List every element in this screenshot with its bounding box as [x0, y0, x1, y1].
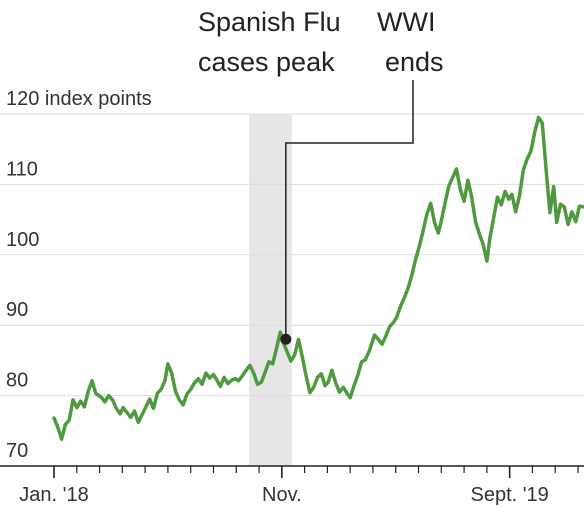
y-tick-label-110: 110	[6, 158, 38, 180]
index-series-line	[52, 115, 584, 441]
x-tick-label-1918-11: Nov.	[262, 484, 302, 506]
gridlines	[0, 113, 584, 397]
y-tick-label-100: 100	[6, 229, 39, 251]
flu-shaded-band	[249, 114, 292, 466]
wwi-annotation-line-2: ends	[385, 47, 444, 77]
flu-annotation-line-2: cases peak	[198, 47, 335, 77]
y-tick-label-70: 70	[6, 440, 28, 462]
wwi-end-marker	[280, 333, 292, 345]
x-axis-ticks	[53, 466, 579, 478]
x-tick-label-1918-01: Jan. '18	[19, 484, 88, 506]
y-tick-label-90: 90	[6, 299, 28, 321]
y-axis-labels: 120 index points 110 100 90 80 70	[6, 88, 152, 462]
wwi-leader-line	[285, 80, 414, 340]
y-tick-label-80: 80	[6, 370, 28, 392]
x-tick-label-1919-09: Sept. '19	[470, 484, 548, 506]
wwi-annotation-line-1: WWI	[377, 7, 435, 37]
x-axis-labels: Jan. '18 Nov. Sept. '19	[19, 484, 549, 506]
y-tick-label-120: 120 index points	[6, 88, 152, 110]
flu-annotation-line-1: Spanish Flu	[198, 7, 341, 37]
